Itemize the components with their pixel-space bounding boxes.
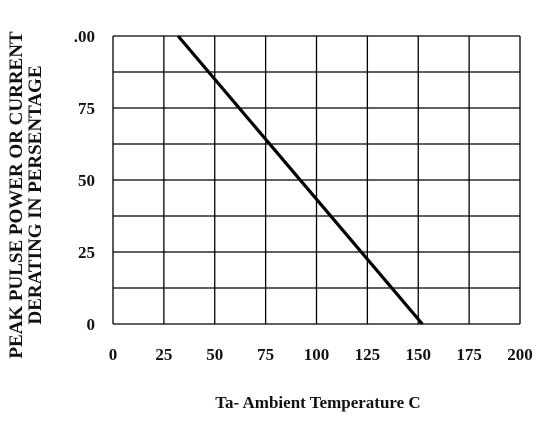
x-tick-label: 150	[406, 345, 432, 364]
x-axis-label: Ta- Ambient Temperature C	[215, 393, 420, 412]
y-tick-label: 25	[78, 243, 95, 262]
y-axis-label-line-2: DERATING IN PERSENTAGE	[25, 65, 46, 324]
y-tick-label: 0	[87, 315, 96, 334]
x-tick-labels: 0 25 50 75 100 125 150 175 200	[109, 345, 533, 364]
x-tick-label: 0	[109, 345, 118, 364]
y-tick-label: 50	[78, 171, 95, 190]
x-tick-label: 50	[206, 345, 223, 364]
x-tick-label: 125	[355, 345, 381, 364]
y-axis-label-group: PEAK PULSE POWER OR CURRENT DERATING IN …	[6, 31, 46, 359]
x-tick-label: 25	[155, 345, 172, 364]
x-tick-label: 75	[257, 345, 274, 364]
x-tick-label: 200	[507, 345, 533, 364]
x-tick-label: 100	[304, 345, 330, 364]
derating-line	[176, 34, 424, 326]
x-tick-label: 175	[456, 345, 482, 364]
y-tick-labels: 0 25 50 75 .00	[74, 27, 95, 334]
y-axis-label-line-1: PEAK PULSE POWER OR CURRENT	[6, 31, 27, 359]
y-tick-label: 75	[78, 99, 95, 118]
grid-layer	[112, 35, 521, 325]
y-tick-label: .00	[74, 27, 95, 46]
series-layer	[176, 34, 424, 326]
